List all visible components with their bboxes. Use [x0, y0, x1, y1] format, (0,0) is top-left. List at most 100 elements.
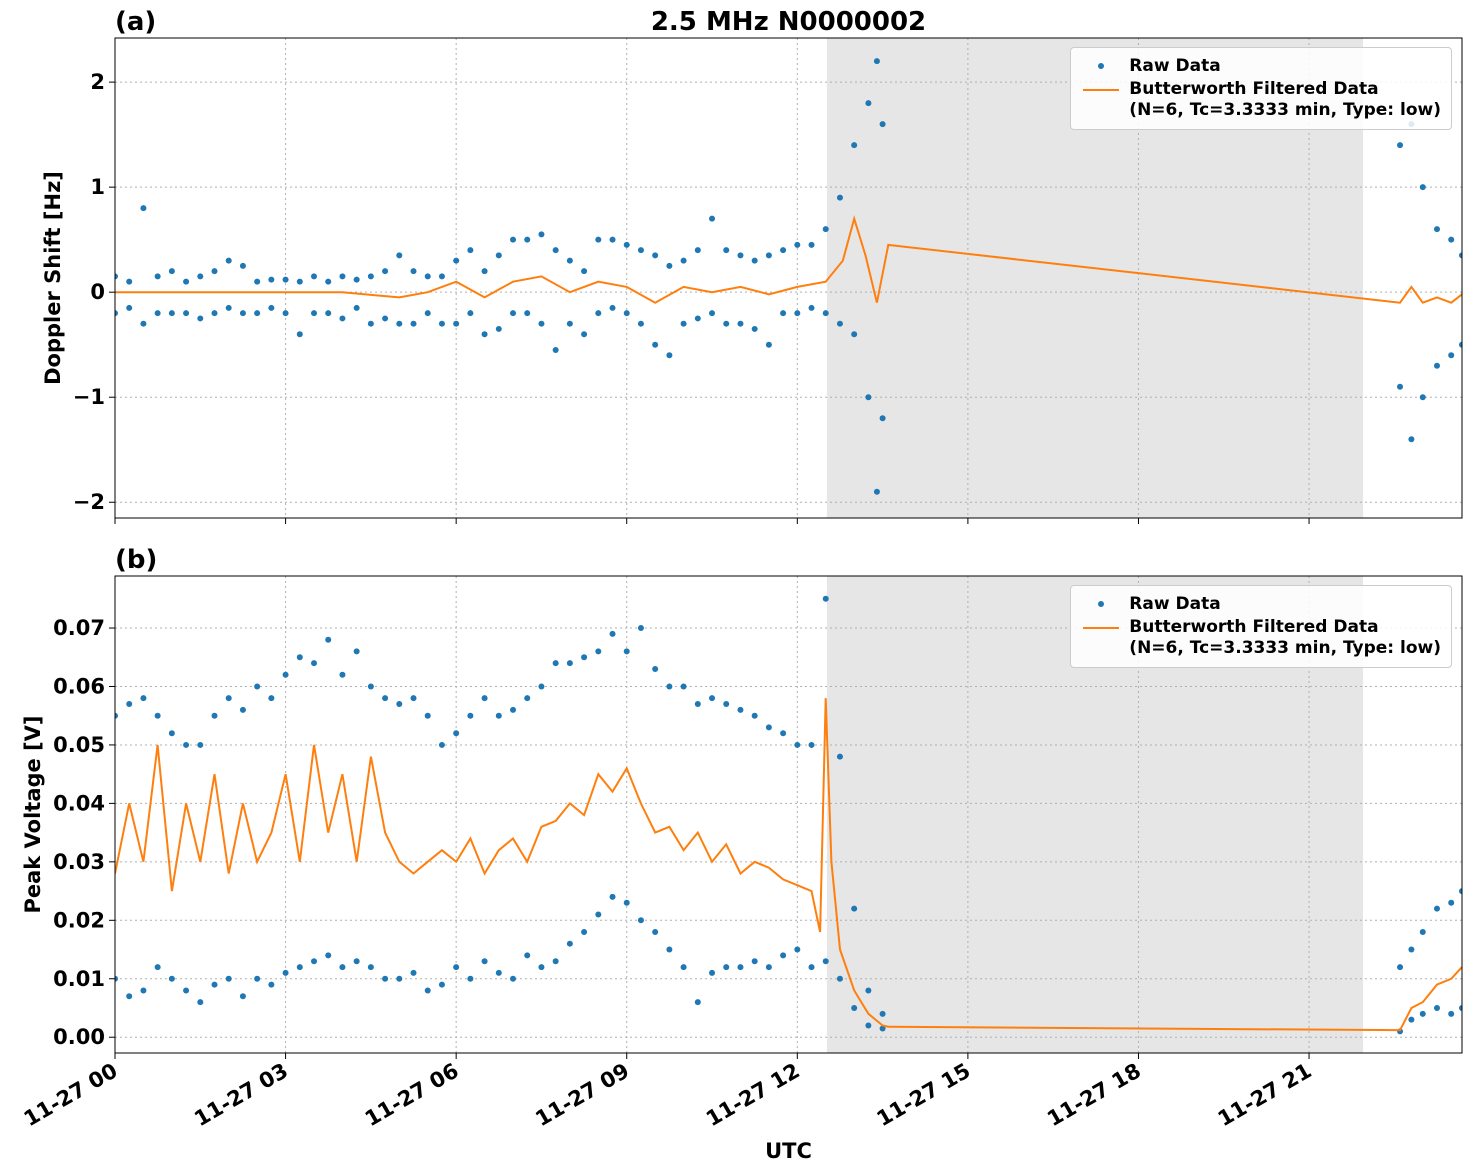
- raw-point: [211, 310, 218, 317]
- y-tick-label: 0: [90, 280, 105, 304]
- raw-point: [637, 917, 644, 924]
- legend: Raw Data Butterworth Filtered Data (N=6, …: [1070, 47, 1452, 130]
- raw-point: [367, 964, 374, 971]
- raw-point: [211, 981, 218, 988]
- raw-point: [453, 964, 460, 971]
- raw-point: [524, 310, 531, 317]
- raw-point: [268, 276, 275, 283]
- raw-point: [183, 278, 190, 285]
- legend-entry: Raw Data: [1079, 56, 1441, 77]
- raw-point: [680, 320, 687, 327]
- y-axis-label: Doppler Shift [Hz]: [41, 171, 65, 385]
- legend-marker: [1098, 63, 1105, 69]
- raw-point: [239, 993, 246, 1000]
- raw-point: [623, 648, 630, 655]
- raw-point: [396, 252, 403, 259]
- raw-point: [566, 660, 573, 667]
- raw-point: [552, 660, 559, 667]
- raw-point: [538, 683, 545, 690]
- raw-point: [666, 946, 673, 953]
- raw-point: [1408, 1016, 1415, 1023]
- y-tick-label: −2: [73, 490, 105, 514]
- raw-point: [524, 695, 531, 702]
- raw-point: [225, 257, 232, 264]
- raw-point: [424, 273, 431, 280]
- raw-point: [1397, 142, 1404, 149]
- raw-point: [836, 753, 843, 760]
- raw-point: [282, 969, 289, 976]
- raw-point: [808, 304, 815, 311]
- raw-point: [524, 952, 531, 959]
- raw-point: [822, 958, 829, 965]
- y-tick-label: 0.02: [53, 908, 105, 932]
- raw-point: [115, 273, 118, 280]
- raw-point: [709, 310, 716, 317]
- raw-point: [873, 58, 880, 65]
- raw-point: [680, 964, 687, 971]
- raw-point: [851, 142, 858, 149]
- x-tick-label: 11-27 06: [361, 1059, 463, 1132]
- raw-point: [115, 712, 118, 719]
- y-tick-label: 0.00: [53, 1025, 105, 1049]
- raw-point: [1433, 1004, 1440, 1011]
- raw-point: [126, 993, 133, 1000]
- raw-point: [254, 683, 261, 690]
- raw-point: [1419, 394, 1426, 401]
- raw-point: [154, 273, 161, 280]
- legend-entry: Butterworth Filtered Data (N=6, Tc=3.333…: [1079, 617, 1441, 659]
- raw-point: [254, 975, 261, 982]
- x-tick-label: 11-27 15: [873, 1059, 975, 1132]
- raw-point: [353, 276, 360, 283]
- raw-point: [680, 683, 687, 690]
- raw-point: [581, 268, 588, 275]
- raw-point: [552, 247, 559, 254]
- raw-point: [282, 310, 289, 317]
- raw-point: [438, 273, 445, 280]
- raw-point: [865, 1022, 872, 1029]
- raw-point: [268, 981, 275, 988]
- raw-point: [637, 625, 644, 632]
- raw-point: [339, 315, 346, 322]
- raw-point: [751, 958, 758, 965]
- raw-point: [666, 683, 673, 690]
- legend-label: Raw Data: [1129, 594, 1221, 614]
- raw-point: [851, 331, 858, 338]
- raw-point: [851, 1004, 858, 1011]
- raw-point: [737, 320, 744, 327]
- raw-point: [694, 701, 701, 708]
- raw-point: [666, 352, 673, 359]
- raw-point: [609, 893, 616, 900]
- raw-point: [325, 278, 332, 285]
- x-tick-label: 11-27 03: [190, 1059, 292, 1132]
- raw-point: [595, 236, 602, 243]
- legend-entry: Butterworth Filtered Data (N=6, Tc=3.333…: [1079, 79, 1441, 121]
- raw-point: [367, 273, 374, 280]
- raw-point: [879, 121, 886, 128]
- x-tick-label: 11-27 09: [531, 1059, 633, 1132]
- raw-point: [410, 695, 417, 702]
- raw-point: [552, 346, 559, 353]
- raw-point: [836, 975, 843, 982]
- raw-point: [1448, 352, 1455, 359]
- raw-point: [168, 730, 175, 737]
- raw-point: [424, 712, 431, 719]
- raw-point: [453, 257, 460, 264]
- raw-point: [115, 975, 118, 982]
- raw-point: [873, 488, 880, 495]
- raw-point: [325, 310, 332, 317]
- raw-point: [239, 262, 246, 269]
- raw-point: [311, 958, 318, 965]
- raw-point: [780, 952, 787, 959]
- raw-point: [311, 273, 318, 280]
- raw-point: [453, 320, 460, 327]
- raw-point: [367, 683, 374, 690]
- raw-point: [694, 999, 701, 1006]
- raw-point: [140, 695, 147, 702]
- raw-point: [510, 706, 517, 713]
- raw-point: [126, 278, 133, 285]
- legend-label: Butterworth Filtered Data (N=6, Tc=3.333…: [1129, 79, 1441, 120]
- raw-point: [595, 911, 602, 918]
- raw-point: [495, 712, 502, 719]
- raw-point: [723, 964, 730, 971]
- raw-point: [1459, 341, 1462, 348]
